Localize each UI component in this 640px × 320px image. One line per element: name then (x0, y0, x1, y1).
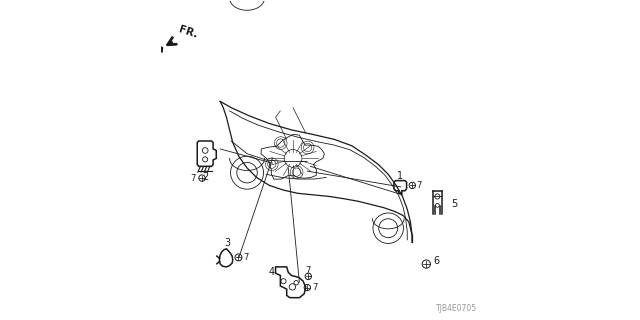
Text: 5: 5 (451, 199, 457, 209)
Text: 7: 7 (190, 173, 196, 183)
Text: 6: 6 (433, 256, 440, 266)
Polygon shape (158, 46, 163, 52)
Text: FR.: FR. (177, 24, 199, 39)
Text: 7: 7 (244, 253, 249, 262)
Text: 1: 1 (397, 171, 403, 181)
Text: 3: 3 (224, 238, 230, 248)
Text: 4: 4 (268, 267, 275, 277)
Text: 7: 7 (313, 283, 318, 292)
Text: 7: 7 (305, 266, 311, 275)
Text: 2: 2 (202, 172, 208, 182)
Text: TJB4E0705: TJB4E0705 (436, 304, 477, 313)
Text: 7: 7 (417, 181, 422, 190)
